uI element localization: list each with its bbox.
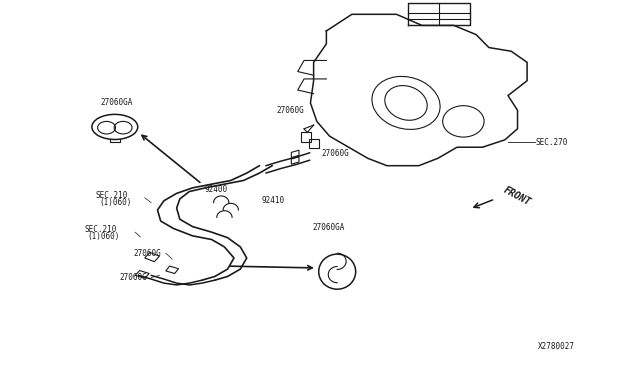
Text: 92410: 92410 — [261, 196, 285, 205]
Text: 27060G: 27060G — [276, 106, 305, 115]
Text: FRONT: FRONT — [502, 185, 532, 208]
Text: 92400: 92400 — [204, 185, 227, 194]
Text: (1)060): (1)060) — [88, 232, 120, 241]
Text: SEC.210: SEC.210 — [96, 191, 128, 200]
Text: 27060GA: 27060GA — [100, 99, 132, 108]
Text: 27060G: 27060G — [119, 273, 147, 282]
Text: 27060GA: 27060GA — [312, 223, 345, 232]
Text: 27060G: 27060G — [322, 149, 349, 158]
Text: SEC.210: SEC.210 — [84, 225, 116, 234]
Text: X2780027: X2780027 — [538, 342, 575, 351]
Text: SEC.270: SEC.270 — [536, 138, 568, 147]
Text: (1)060): (1)060) — [99, 198, 131, 207]
Text: 27060G: 27060G — [134, 249, 162, 258]
